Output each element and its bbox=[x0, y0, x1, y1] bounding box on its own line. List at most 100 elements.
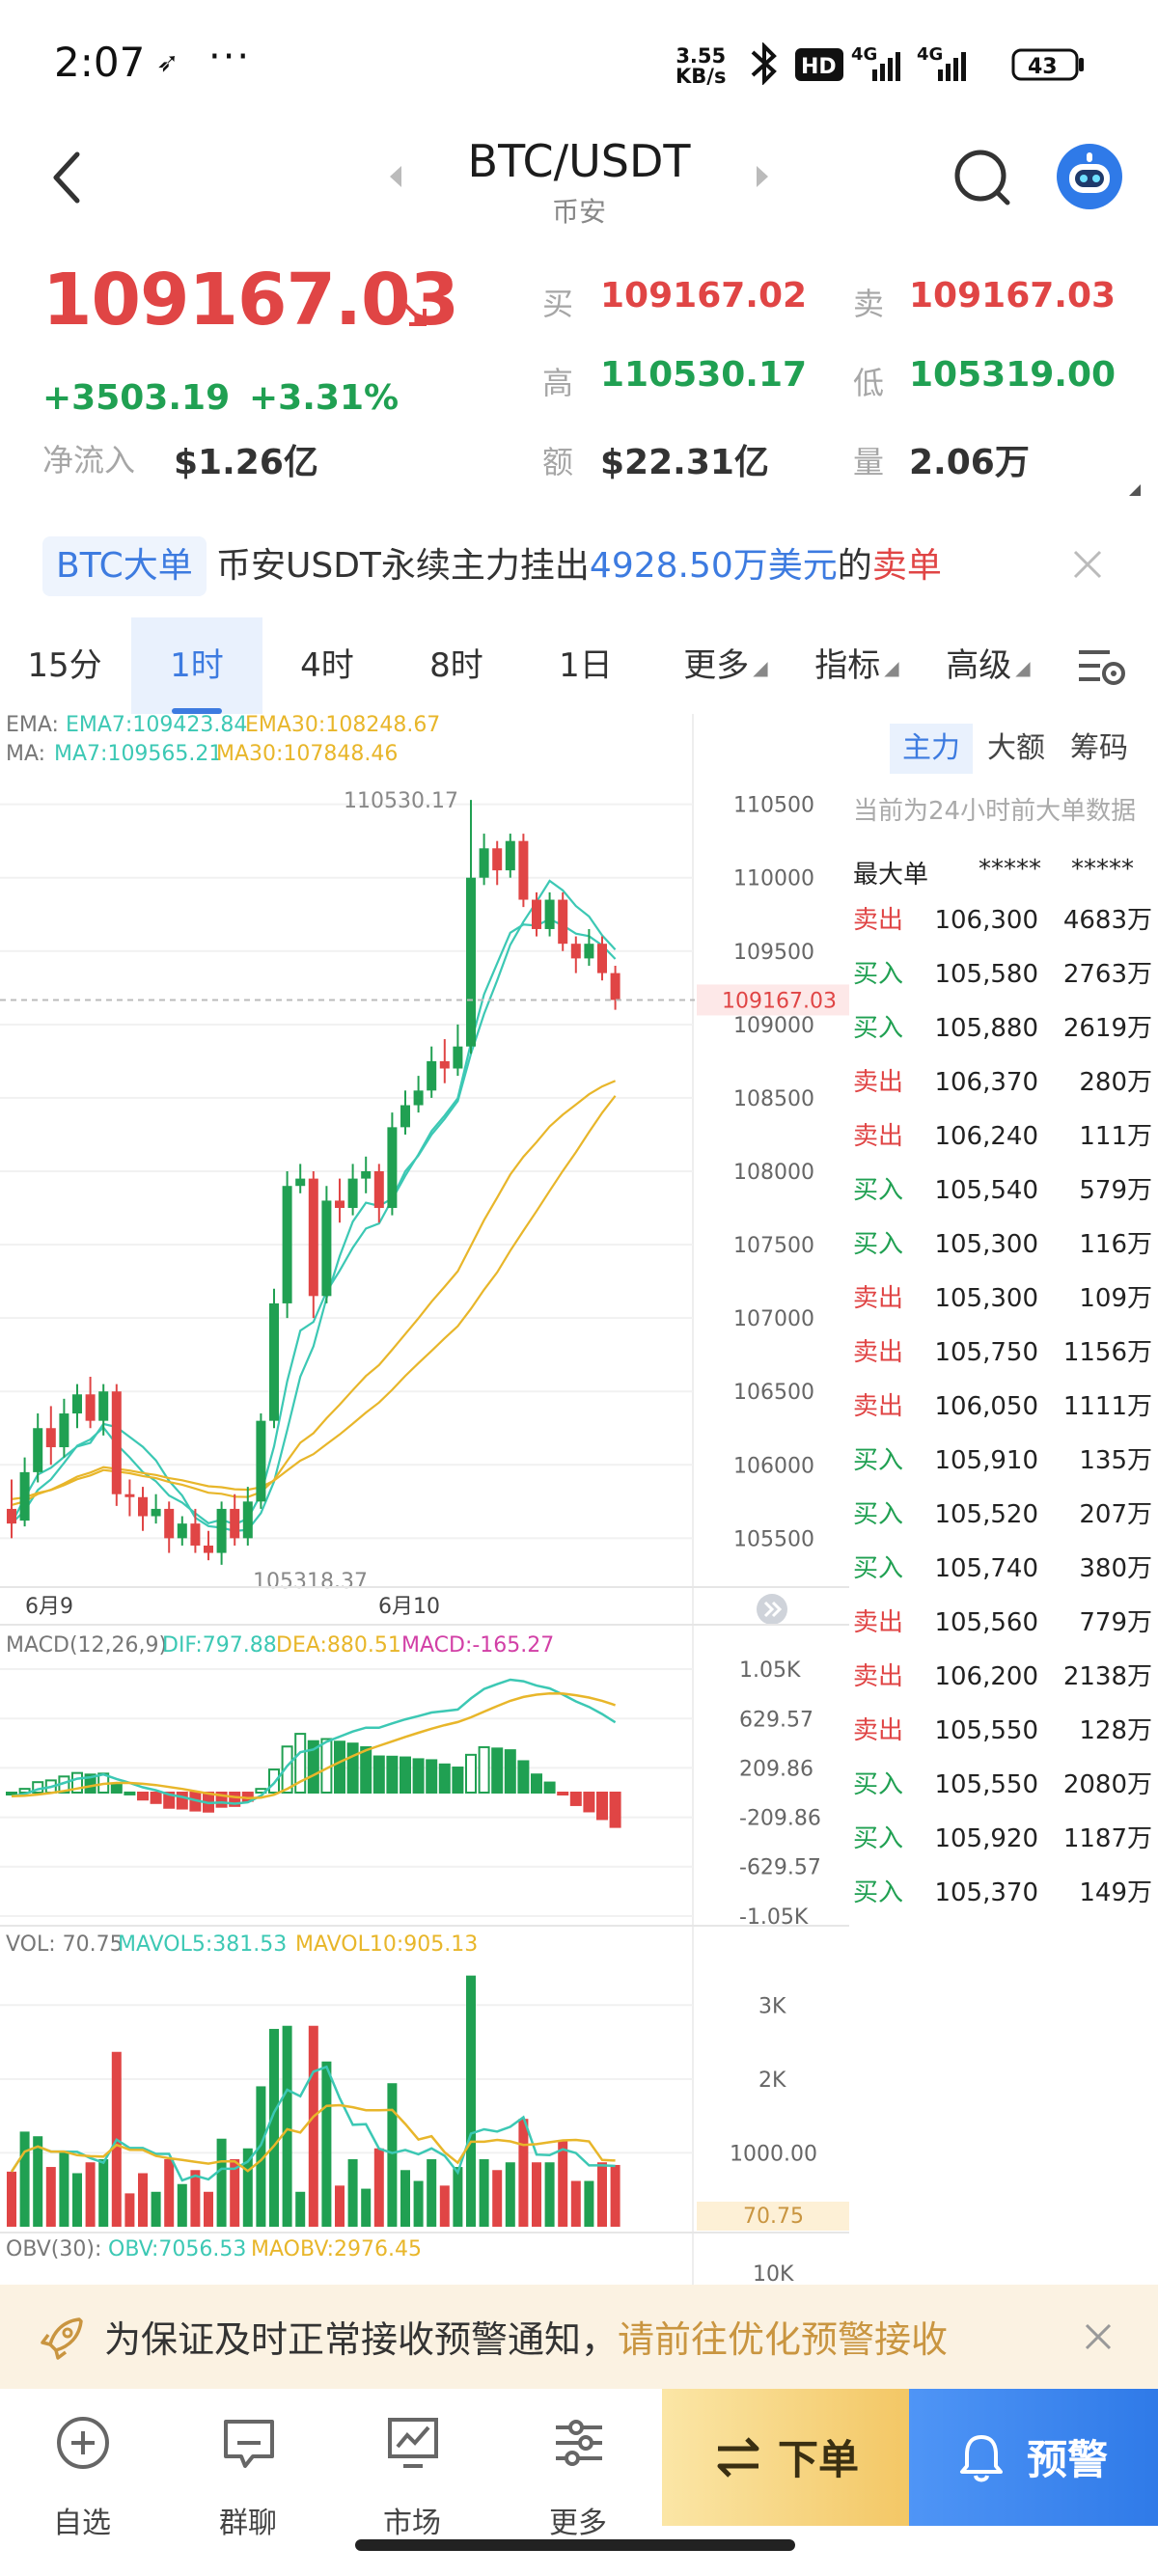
next-pair-icon[interactable] bbox=[753, 162, 772, 191]
candle bbox=[308, 1171, 318, 1319]
notice-text: 为保证及时正常接收预警通知，请前往优化预警接收 bbox=[104, 2310, 948, 2363]
dif-value: DIF:797.88 bbox=[162, 1633, 277, 1658]
candle bbox=[439, 1039, 450, 1083]
macd-bar bbox=[71, 1771, 83, 1794]
order-side: 买入 bbox=[853, 1014, 904, 1043]
order-amount: 2619万 bbox=[1062, 1014, 1152, 1043]
notice-bar[interactable]: 为保证及时正常接收预警通知，请前往优化预警接收 bbox=[0, 2285, 1158, 2389]
alert-button[interactable]: 预警 bbox=[909, 2389, 1158, 2526]
macd-bar bbox=[543, 1781, 556, 1794]
order-side: 卖出 bbox=[853, 1122, 904, 1151]
tab-8h[interactable]: 8时 bbox=[392, 617, 521, 714]
order-price: 105,580 bbox=[934, 960, 1038, 989]
order-price: 105,740 bbox=[934, 1554, 1038, 1583]
side-tab-large[interactable]: 大额 bbox=[987, 731, 1045, 765]
volume-bar bbox=[427, 2159, 437, 2227]
order-side: 卖出 bbox=[853, 1068, 904, 1097]
volume-bar bbox=[19, 2131, 30, 2227]
big-order-row: 买入 105,920 1187万 bbox=[853, 1812, 1158, 1866]
tab-label: 1日 bbox=[559, 646, 613, 685]
search-icon[interactable] bbox=[950, 145, 1017, 212]
candle bbox=[335, 1178, 345, 1223]
order-amount: 109万 bbox=[1079, 1284, 1152, 1313]
tab-4h[interactable]: 4时 bbox=[262, 617, 392, 714]
close-icon[interactable] bbox=[1083, 2321, 1114, 2352]
tab-15m[interactable]: 15分 bbox=[0, 617, 129, 714]
candle bbox=[138, 1487, 148, 1531]
side-tab-chips[interactable]: 筹码 bbox=[1070, 731, 1128, 765]
candle-body bbox=[439, 1060, 450, 1069]
candle bbox=[85, 1377, 96, 1429]
volume-bar bbox=[7, 2171, 16, 2227]
volume-bar bbox=[413, 2180, 424, 2227]
volume-bar bbox=[151, 2191, 161, 2227]
candle bbox=[584, 928, 594, 966]
obv-value: OBV:7056.53 bbox=[108, 2237, 246, 2261]
home-indicator[interactable] bbox=[355, 2539, 795, 2551]
tab-1h[interactable]: 1时 bbox=[131, 617, 262, 714]
status-icons: HD 4G 4G 43 bbox=[751, 42, 1084, 85]
price-tick: 109000 bbox=[733, 1014, 814, 1038]
nav-label: 更多 bbox=[549, 2507, 607, 2540]
close-icon[interactable] bbox=[1071, 548, 1104, 581]
chart-area[interactable]: EMA: EMA7:109423.84 EMA30:108248.67 MA: … bbox=[0, 714, 849, 2287]
order-price: 105,300 bbox=[934, 1284, 1038, 1313]
tab-more[interactable]: 更多 ◢ bbox=[672, 617, 780, 714]
price-tick: 106000 bbox=[733, 1454, 814, 1478]
corner-expand-icon[interactable] bbox=[1127, 482, 1143, 498]
mavol10-line bbox=[10, 2103, 616, 2173]
big-order-row: 卖出 105,750 1156万 bbox=[853, 1326, 1158, 1380]
candle bbox=[518, 834, 529, 908]
candle bbox=[7, 1479, 16, 1539]
big-order-type: 卖单 bbox=[871, 546, 942, 586]
robot-assistant-icon[interactable] bbox=[1054, 141, 1125, 212]
nav-chat[interactable]: 群聊 bbox=[166, 2406, 330, 2541]
status-bar: 2:07 ➶ ··· 3.55 KB/s HD 4G 4G 43 bbox=[0, 0, 1158, 135]
back-icon[interactable] bbox=[48, 149, 87, 206]
price-tick: 108000 bbox=[733, 1161, 814, 1185]
price-tick: 110500 bbox=[733, 794, 814, 818]
candle bbox=[361, 1156, 372, 1193]
volume-bar bbox=[544, 2162, 555, 2227]
nav-market[interactable]: 市场 bbox=[330, 2406, 494, 2541]
candle bbox=[347, 1164, 358, 1216]
ma30-value: MA30:107848.46 bbox=[216, 742, 398, 766]
nav-watchlist[interactable]: 自选 bbox=[0, 2406, 164, 2541]
notice-link[interactable]: 请前往优化预警接收 bbox=[618, 2318, 949, 2361]
big-order-prefix: 币安USDT永续主力挂出 bbox=[216, 546, 590, 586]
tab-1d[interactable]: 1日 bbox=[521, 617, 650, 714]
chart-settings-icon[interactable] bbox=[1077, 646, 1129, 689]
candle-body bbox=[242, 1501, 253, 1539]
tab-advanced[interactable]: 高级 ◢ bbox=[934, 617, 1042, 714]
macd-bar bbox=[531, 1773, 542, 1795]
ema7-value: EMA7:109423.84 bbox=[66, 714, 247, 737]
volume-bar bbox=[321, 2061, 332, 2227]
status-dots: ··· bbox=[208, 35, 252, 79]
macd-bar bbox=[412, 1758, 425, 1795]
nav-more[interactable]: 更多 bbox=[496, 2406, 660, 2541]
volume-bar bbox=[597, 2162, 607, 2227]
order-price: 105,370 bbox=[934, 1878, 1038, 1907]
macd-bar bbox=[426, 1759, 438, 1795]
big-order-banner[interactable]: BTC大单 币安USDT永续主力挂出4928.50万美元的卖单 bbox=[0, 529, 1158, 606]
order-button[interactable]: 下单 bbox=[662, 2389, 909, 2526]
candle bbox=[387, 1112, 398, 1216]
side-header-label: 最大单 bbox=[853, 861, 929, 890]
last-price-tag-text: 109167.03 bbox=[722, 989, 837, 1013]
order-amount: 116万 bbox=[1079, 1230, 1152, 1259]
net-inflow-value: $1.26亿 bbox=[174, 443, 318, 482]
battery-icon: 43 bbox=[1011, 48, 1084, 81]
candle-body bbox=[98, 1391, 109, 1421]
side-header-amount: ***** bbox=[1071, 855, 1134, 884]
prev-pair-icon[interactable] bbox=[386, 162, 405, 191]
candle-body bbox=[505, 840, 515, 871]
volume-bar bbox=[518, 2119, 529, 2227]
candle bbox=[33, 1413, 43, 1483]
pair-title: BTC/USDT bbox=[467, 135, 691, 187]
order-side: 卖出 bbox=[853, 1284, 904, 1313]
side-tab-main[interactable]: 主力 bbox=[890, 724, 973, 774]
candle bbox=[72, 1384, 82, 1429]
kline-chart[interactable]: EMA: EMA7:109423.84 EMA30:108248.67 MA: … bbox=[0, 714, 849, 2287]
candle-body bbox=[111, 1391, 122, 1494]
tab-indicators[interactable]: 指标 ◢ bbox=[803, 617, 911, 714]
